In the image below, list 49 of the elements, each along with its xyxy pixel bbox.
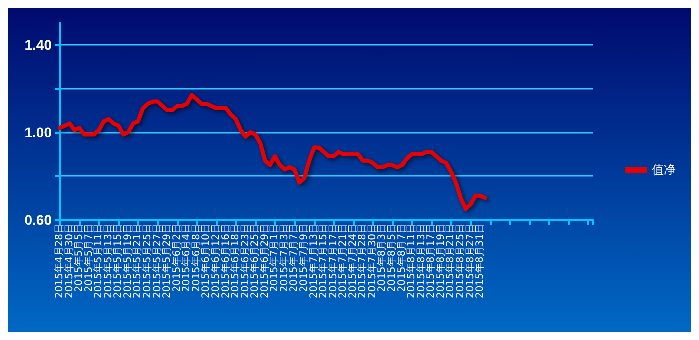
x-tick-label: 2015年5月25日 (142, 224, 154, 299)
x-tick-label: 2015年5月21日 (132, 224, 144, 299)
x-tick-label: 2015年8月11日 (406, 224, 418, 299)
x-tick-label: 2015年8月21日 (444, 224, 457, 299)
x-tick-label: 2015年5月29日 (161, 224, 174, 299)
x-tick-label: 2015年6月23日 (239, 224, 252, 299)
x-tick-label: 2015年6月4日 (180, 224, 193, 292)
x-tick-label: 2015年8月19日 (434, 224, 447, 299)
x-tick-label: 2015年8月27日 (464, 224, 476, 299)
x-tick-label: 2015年5月7日 (82, 224, 95, 292)
x-tick-label: 2015年8月17日 (425, 224, 438, 299)
x-tick-label: 2015年6月12日 (210, 224, 222, 299)
x-tick-label: 2015年6月8日 (190, 224, 202, 292)
x-tick-label: 2015年8月13日 (415, 224, 428, 299)
x-tick-label: 2015年7月15日 (318, 224, 330, 299)
legend-label: 值净 (652, 163, 676, 177)
x-tick-label: 2015年7月13日 (308, 224, 320, 299)
x-tick-label: 2015年8月5日 (386, 224, 398, 292)
x-tick-label: 2015年4月28日 (54, 224, 66, 299)
x-tick-label: 2015年5月5日 (73, 224, 86, 292)
y-tick-label: 1.00 (24, 124, 52, 140)
x-tick-label: 2015年5月27日 (151, 224, 164, 299)
x-tick-label: 2015年8月25日 (454, 224, 466, 299)
x-tick-label: 2015年7月24日 (346, 224, 359, 299)
x-tick-label: 2015年6月2日 (170, 224, 183, 292)
line-series (58, 93, 488, 212)
x-tick-label: 2015年7月17日 (327, 224, 340, 299)
x-tick-label: 2015年5月15日 (112, 224, 124, 299)
x-tick-label: 2015年5月19日 (122, 224, 134, 299)
x-tick-label: 2015年4月30日 (63, 224, 76, 299)
x-tick-label: 2015年8月31日 (474, 224, 486, 299)
x-tick-label: 2015年7月9日 (298, 224, 310, 292)
x-tick-label: 2015年7月28日 (356, 224, 369, 299)
x-tick-label: 2015年6月29日 (258, 224, 271, 299)
x-tick-label: 2015年7月1日 (268, 224, 281, 292)
x-tick-label: 2015年5月13日 (102, 224, 114, 299)
y-tick-label: 1.40 (24, 36, 52, 53)
x-tick-label: 2015年6月16日 (220, 224, 232, 299)
y-tick-label: 0.60 (24, 212, 52, 228)
x-tick-label: 2015年6月18日 (230, 224, 242, 299)
x-tick-label: 2015年7月7日 (288, 224, 300, 292)
x-tick-label: 2015年8月7日 (396, 224, 408, 292)
x-tick-label: 2015年7月3日 (278, 224, 290, 292)
x-tick-label: 2015年6月10日 (200, 224, 212, 299)
x-tick-label: 2015年7月30日 (366, 224, 378, 299)
x-tick-label: 2015年5月11日 (92, 224, 105, 299)
x-tick-label: 2015年7月21日 (337, 224, 350, 299)
x-tick-label: 2015年6月25日 (249, 224, 262, 299)
x-tick-label: 2015年8月3日 (376, 224, 388, 292)
